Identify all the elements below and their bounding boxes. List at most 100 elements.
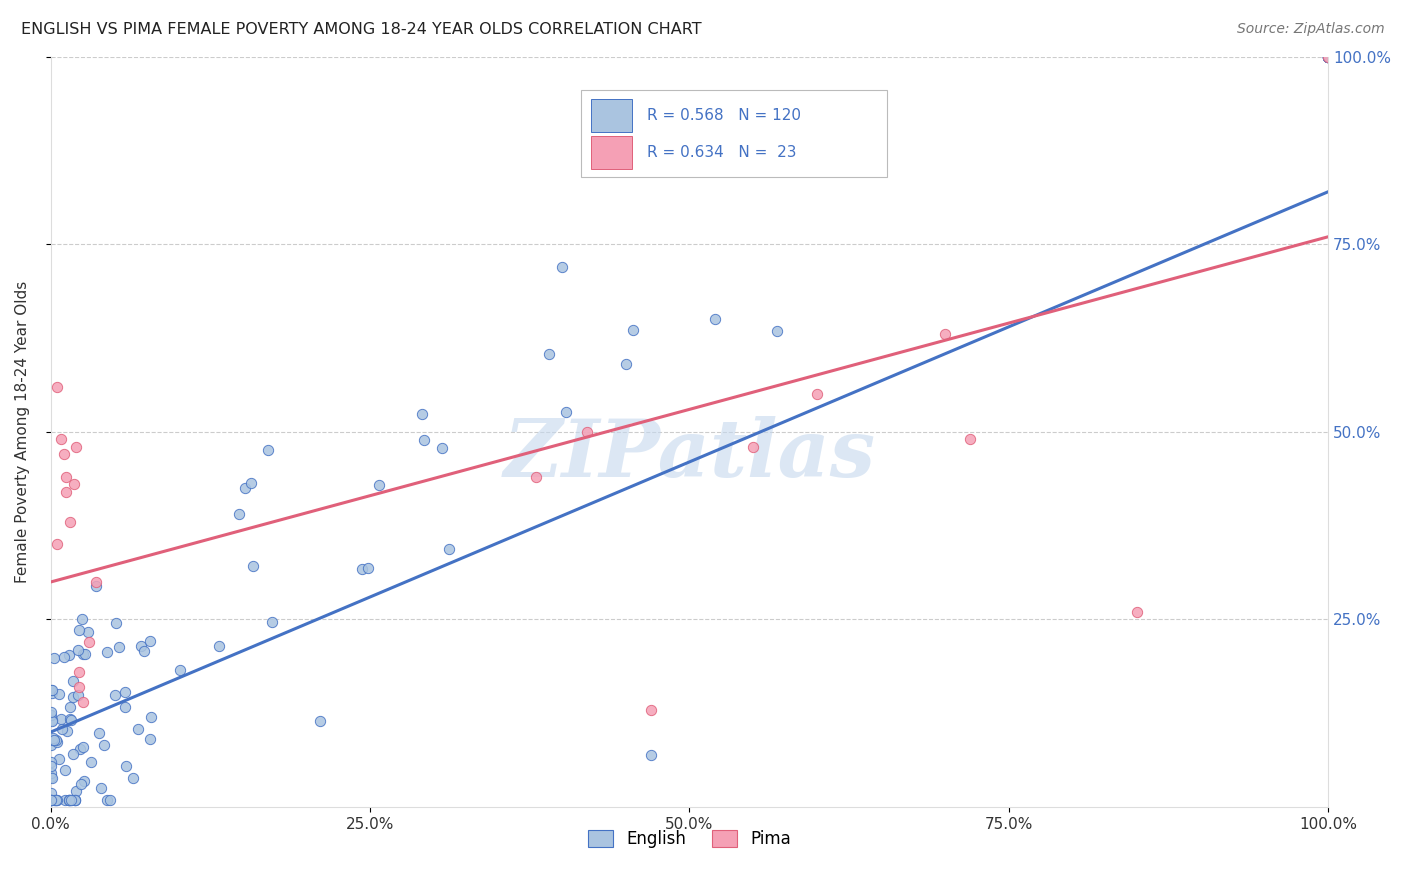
Point: [621, 323, 644, 337]
Point: [704, 312, 727, 326]
Point: [96, 792, 118, 806]
Point: [60, 713, 83, 727]
Point: [42, 733, 65, 747]
Point: [39, 738, 62, 752]
Point: [127, 723, 149, 737]
Point: [39, 705, 62, 719]
Point: [55, 470, 77, 484]
Point: [554, 405, 576, 419]
Point: [413, 434, 436, 448]
Point: [67, 623, 90, 637]
Point: [41, 792, 63, 806]
Point: [90, 781, 112, 796]
Point: [1125, 605, 1147, 619]
Point: [260, 615, 283, 630]
Point: [766, 325, 789, 339]
Point: [411, 407, 433, 421]
Point: [614, 357, 637, 371]
Point: [73, 647, 96, 661]
Point: [67, 680, 90, 694]
Point: [53, 649, 76, 664]
Point: [1317, 50, 1340, 64]
Point: [77, 625, 100, 640]
Point: [87, 725, 110, 739]
Point: [233, 482, 256, 496]
Point: [70, 612, 93, 626]
Point: [67, 642, 90, 657]
Point: [39, 683, 62, 698]
Text: R = 0.634   N =  23: R = 0.634 N = 23: [647, 145, 797, 161]
Point: [39, 792, 62, 806]
Point: [131, 639, 153, 653]
Point: [46, 537, 69, 551]
Point: [242, 559, 264, 574]
Point: [742, 440, 765, 454]
Point: [72, 695, 94, 709]
Point: [62, 673, 84, 688]
Point: [134, 644, 156, 658]
Point: [122, 772, 145, 786]
Point: [1317, 50, 1340, 64]
Point: [169, 663, 191, 677]
Point: [41, 733, 63, 747]
Point: [93, 738, 115, 752]
FancyBboxPatch shape: [591, 136, 633, 169]
Point: [524, 470, 547, 484]
Point: [60, 792, 83, 806]
Legend: English, Pima: English, Pima: [582, 823, 797, 855]
Point: [39, 770, 62, 784]
Point: [41, 683, 63, 698]
Point: [139, 634, 162, 648]
Point: [207, 639, 229, 653]
Point: [806, 387, 828, 401]
Point: [63, 792, 86, 806]
Point: [589, 162, 612, 177]
Point: [45, 732, 67, 747]
Point: [51, 722, 73, 736]
Point: [53, 792, 76, 806]
Point: [308, 714, 330, 728]
Point: [63, 792, 86, 806]
Point: [65, 784, 87, 798]
Point: [640, 702, 662, 716]
Point: [108, 640, 131, 654]
Point: [58, 712, 80, 726]
Point: [105, 615, 128, 630]
Point: [52, 447, 75, 461]
Point: [98, 792, 121, 806]
Point: [72, 740, 94, 755]
Point: [58, 792, 80, 806]
Point: [56, 723, 79, 738]
Point: [73, 773, 96, 788]
Point: [104, 689, 127, 703]
Point: [45, 792, 67, 806]
Point: [41, 772, 63, 786]
Point: [77, 635, 100, 649]
Point: [42, 731, 65, 745]
Point: [44, 651, 66, 665]
Point: [551, 260, 574, 274]
Point: [63, 477, 86, 491]
Point: [59, 515, 82, 529]
Point: [139, 710, 162, 724]
FancyBboxPatch shape: [581, 90, 887, 177]
Text: Source: ZipAtlas.com: Source: ZipAtlas.com: [1237, 22, 1385, 37]
Point: [1317, 50, 1340, 64]
Point: [228, 507, 250, 521]
Point: [437, 541, 460, 556]
Point: [44, 792, 66, 806]
Point: [115, 759, 138, 773]
Point: [46, 380, 69, 394]
Point: [51, 713, 73, 727]
Point: [39, 765, 62, 780]
Y-axis label: Female Poverty Among 18-24 Year Olds: Female Poverty Among 18-24 Year Olds: [15, 281, 30, 583]
Point: [1317, 50, 1340, 64]
Point: [58, 648, 80, 662]
Point: [49, 433, 72, 447]
Text: ENGLISH VS PIMA FEMALE POVERTY AMONG 18-24 YEAR OLDS CORRELATION CHART: ENGLISH VS PIMA FEMALE POVERTY AMONG 18-…: [21, 22, 702, 37]
Point: [350, 562, 373, 576]
Point: [48, 751, 70, 765]
Point: [114, 685, 136, 699]
Point: [84, 574, 107, 589]
Point: [62, 747, 84, 762]
